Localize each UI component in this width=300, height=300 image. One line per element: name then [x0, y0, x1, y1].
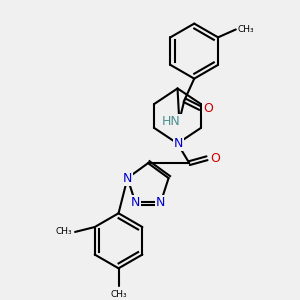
Text: CH₃: CH₃: [238, 25, 254, 34]
Text: N: N: [156, 196, 165, 209]
Text: O: O: [210, 152, 220, 165]
Text: N: N: [123, 172, 132, 184]
Text: N: N: [174, 137, 183, 150]
Text: CH₃: CH₃: [110, 290, 127, 299]
Text: HN: HN: [162, 116, 181, 128]
Text: CH₃: CH₃: [56, 227, 72, 236]
Text: O: O: [203, 102, 213, 115]
Text: N: N: [130, 196, 140, 209]
